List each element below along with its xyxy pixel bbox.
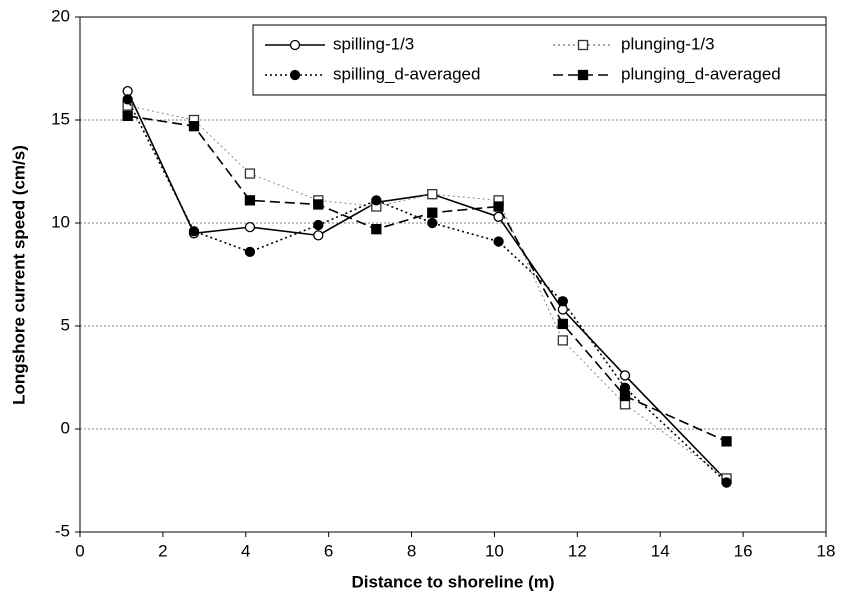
point (577, 69, 589, 81)
point (188, 226, 200, 237)
point (122, 94, 133, 105)
point (313, 230, 324, 241)
x-tick-label: 6 (324, 541, 333, 560)
x-axis-title: Distance to shoreline (m) (351, 572, 554, 591)
y-tick-label: -5 (55, 521, 70, 540)
point (244, 221, 256, 233)
y-tick-label: 0 (61, 418, 70, 437)
x-tick-label: 2 (158, 541, 167, 560)
x-tick-label: 16 (734, 541, 753, 560)
series-line (126, 90, 728, 482)
plot-frame (79, 16, 827, 533)
point (188, 121, 200, 132)
point (371, 195, 382, 206)
point (619, 390, 631, 402)
point (427, 217, 438, 229)
series-line (127, 115, 727, 443)
point (313, 219, 324, 231)
legend-label: spilling_d-averaged (333, 64, 480, 83)
point (619, 370, 631, 381)
point (493, 211, 504, 222)
point (427, 207, 438, 218)
point (313, 199, 324, 210)
x-tick-label: 14 (651, 541, 670, 560)
y-axis-title: Longshore current speed (cm/s) (9, 145, 28, 405)
legend-label: plunging-1/3 (621, 34, 715, 53)
point (244, 168, 256, 179)
point (557, 318, 568, 330)
x-tick-label: 0 (75, 541, 84, 560)
point (289, 39, 301, 51)
y-tick-label: 10 (51, 212, 70, 231)
point (289, 69, 301, 81)
x-tick-label: 4 (241, 541, 250, 560)
point (721, 436, 732, 447)
x-tick-label: 18 (817, 541, 836, 560)
x-tick-label: 12 (568, 541, 587, 560)
point (427, 189, 438, 200)
x-tick-label: 10 (485, 541, 504, 560)
point (557, 335, 568, 346)
point (244, 246, 256, 257)
point (122, 110, 133, 122)
point (577, 39, 589, 51)
legend-label: plunging_d-averaged (621, 64, 781, 83)
point (493, 236, 504, 247)
legend-label: spilling-1/3 (333, 34, 414, 53)
point (493, 201, 504, 212)
series-line (127, 105, 727, 479)
y-tick-label: 15 (51, 109, 70, 128)
x-tick-label: 8 (407, 541, 416, 560)
y-tick-label: 20 (51, 6, 70, 25)
legend-box (252, 24, 827, 96)
y-tick-label: 5 (61, 315, 70, 334)
point (371, 224, 382, 235)
point (557, 296, 568, 307)
point (244, 195, 256, 206)
point (721, 477, 732, 488)
